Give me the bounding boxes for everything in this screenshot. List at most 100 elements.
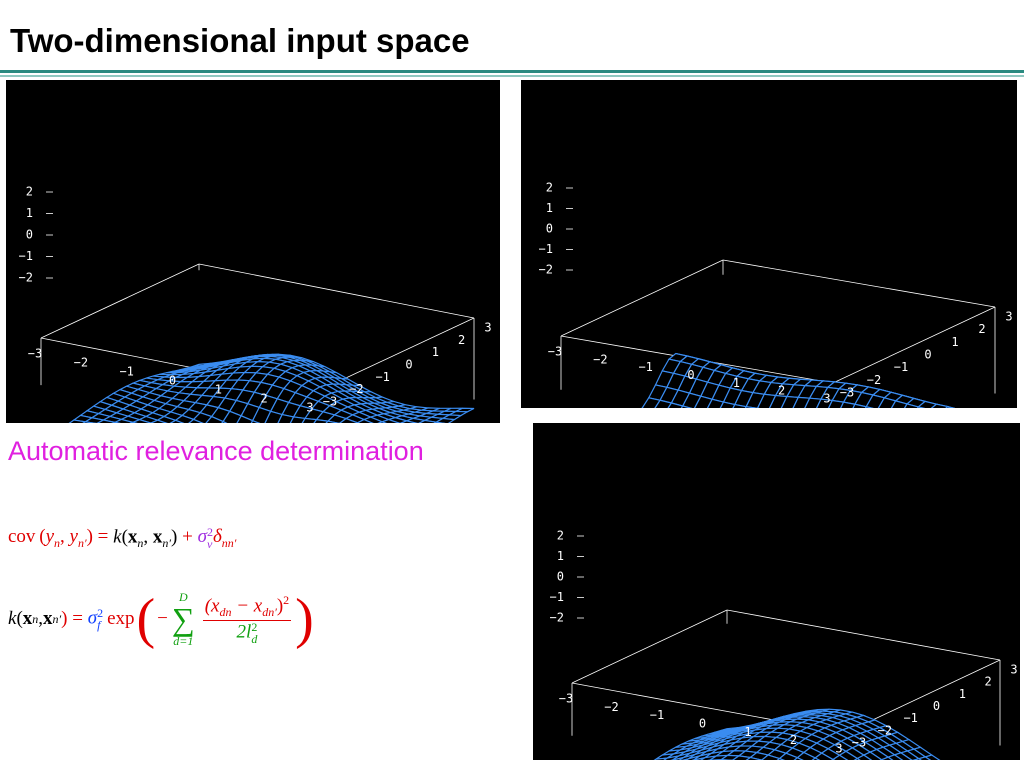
y-tick-label: −3: [840, 386, 854, 400]
surface-cell: [325, 420, 341, 423]
eq-text: ): [295, 588, 314, 650]
surface-cell: [250, 419, 261, 423]
surface-cell: [380, 418, 401, 423]
axis-line: [40, 263, 200, 339]
eq-text: n′: [77, 536, 87, 551]
surface-cell: [831, 754, 849, 760]
x-tick-label: −2: [604, 700, 618, 714]
x-tick-label: 3: [823, 392, 830, 406]
surface-cell: [111, 421, 121, 423]
x-tick-label: 1: [744, 725, 751, 739]
eq-text: σ: [197, 526, 207, 548]
x-tick-label: −1: [638, 360, 652, 374]
surface-cell: [886, 754, 904, 760]
x-tick-label: 3: [306, 401, 313, 415]
surface-cell: [853, 757, 861, 760]
y-tick-label: −1: [903, 711, 917, 725]
y-tick-label: −2: [878, 723, 892, 737]
surface-cell: [169, 419, 185, 423]
x-tick-label: 0: [169, 374, 176, 388]
eq-text: − x: [231, 595, 263, 617]
slide-title: Two-dimensional input space: [10, 22, 470, 59]
eq-text: (: [121, 526, 128, 548]
y-tick-label: 1: [951, 335, 958, 349]
eq-text: f: [97, 618, 101, 632]
eq-text: nn′: [221, 536, 237, 551]
eq-text: cov: [8, 526, 36, 548]
eq-text: ): [276, 595, 284, 617]
eq-text: d: [251, 632, 258, 647]
eq-text: x: [43, 608, 53, 629]
x-tick-label: 1: [215, 383, 222, 397]
eq-text: x: [127, 526, 138, 548]
surface-cell: [893, 752, 913, 760]
y-tick-label: −1: [894, 360, 908, 374]
surface-cell: [399, 420, 419, 423]
eq-text: k: [113, 526, 122, 548]
eq-text: k: [8, 608, 17, 629]
z-tick-label: −1: [19, 249, 33, 263]
x-tick-label: −1: [650, 708, 664, 722]
x-tick-label: −2: [74, 356, 88, 370]
y-tick-label: −2: [349, 382, 363, 396]
surface-cell: [131, 419, 153, 423]
eq-text: n′: [162, 536, 172, 551]
y-tick-label: 1: [959, 687, 966, 701]
x-tick-label: 2: [778, 384, 785, 398]
surface-plot: 2 1 0 −1 −2 −3 −2 −1 0 1 2 3 −3 −2 −1 0 1 2 3: [533, 423, 1020, 760]
surface-cell: [856, 754, 873, 760]
y-tick-label: −1: [375, 370, 389, 384]
surface-cell: [917, 406, 926, 408]
eq-text: n: [137, 536, 144, 551]
surface-cell: [434, 417, 457, 423]
eq-text: ) =: [86, 526, 114, 548]
y-tick-label: −2: [867, 373, 881, 387]
z-tick-label: 2: [26, 185, 33, 199]
z-tick-label: −1: [539, 242, 553, 256]
surface-cell: [930, 403, 950, 408]
axis-line: [198, 263, 475, 319]
y-tick-label: 3: [1005, 310, 1012, 324]
eq-text: (: [39, 526, 46, 548]
rule: [0, 75, 1024, 77]
surface-plot: 2 1 0 −1 −2 −3 −2 −1 0 1 2 3 −3 −2 −1 0 1 2 3: [6, 80, 500, 423]
surface-cell: [864, 406, 874, 408]
eq-text: y: [45, 526, 55, 548]
eq-text: (x: [204, 595, 220, 617]
surface-cell: [149, 419, 168, 423]
eq-text: 2: [206, 525, 213, 539]
eq-text: ν: [206, 537, 213, 551]
eq-text: σ: [87, 607, 98, 629]
surface-plot: 2 1 0 −1 −2 −3 −2 −1 0 1 2 3 −3 −2 −1 0 1 2 3: [521, 80, 1017, 408]
x-tick-label: 0: [687, 368, 694, 382]
y-tick-label: −3: [852, 736, 866, 750]
surface-cell: [129, 421, 138, 423]
surface-cell: [811, 757, 821, 760]
y-tick-label: 0: [933, 699, 940, 713]
z-tick-label: 0: [557, 570, 564, 584]
x-tick-label: −3: [28, 347, 42, 361]
z-tick-label: 1: [546, 201, 553, 215]
surface-cell: [744, 406, 759, 408]
axis-line: [722, 259, 996, 308]
eq-text: exp: [107, 608, 135, 629]
x-tick-label: 0: [699, 717, 706, 731]
eq-text: x: [152, 526, 163, 548]
y-tick-label: 0: [405, 358, 412, 372]
eq-text: dn: [219, 605, 232, 620]
rule: [0, 70, 1024, 73]
eq-text: ,: [143, 526, 153, 548]
x-tick-label: −3: [548, 345, 562, 359]
axis-line: [832, 306, 996, 384]
y-tick-label: 2: [985, 675, 992, 689]
eq-text: n: [54, 536, 61, 551]
y-tick-label: 3: [1010, 663, 1017, 677]
z-tick-label: −1: [550, 590, 564, 604]
eq-text: δ: [212, 526, 222, 548]
surface-cell: [793, 757, 804, 760]
surface-cell: [221, 420, 228, 423]
z-tick-label: 2: [557, 529, 564, 543]
surface-cell: [880, 756, 894, 760]
x-tick-label: 2: [790, 733, 797, 747]
